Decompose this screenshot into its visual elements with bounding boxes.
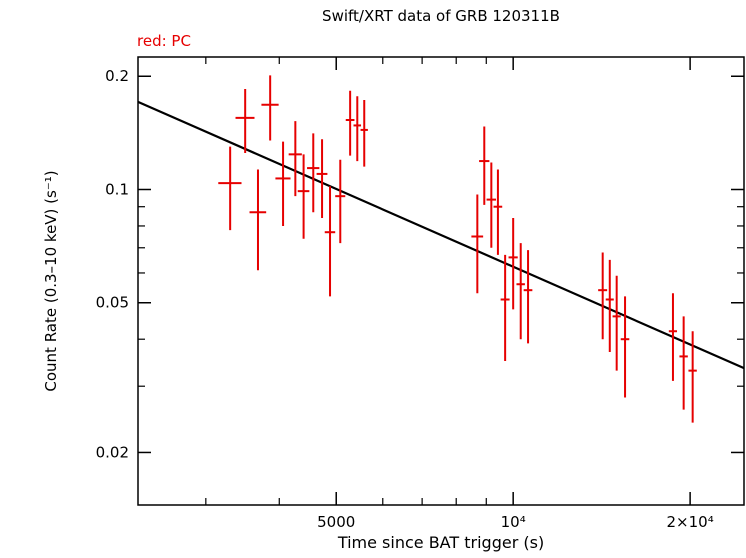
- x-axis-label: Time since BAT trigger (s): [337, 533, 545, 552]
- x-tick-label: 5000: [317, 513, 355, 531]
- y-tick-label: 0.2: [105, 67, 129, 85]
- x-tick-label: 10⁴: [501, 513, 526, 531]
- x-tick-label: 2×10⁴: [667, 513, 714, 531]
- plot-border: [137, 56, 745, 506]
- chart-title: Swift/XRT data of GRB 120311B: [322, 7, 560, 25]
- mode-label-red-pc: red: PC: [137, 32, 191, 50]
- y-tick-label: 0.02: [96, 443, 129, 461]
- y-tick-label: 0.05: [96, 294, 129, 312]
- y-tick-label: 0.1: [105, 180, 129, 198]
- fit-line: [137, 100, 745, 370]
